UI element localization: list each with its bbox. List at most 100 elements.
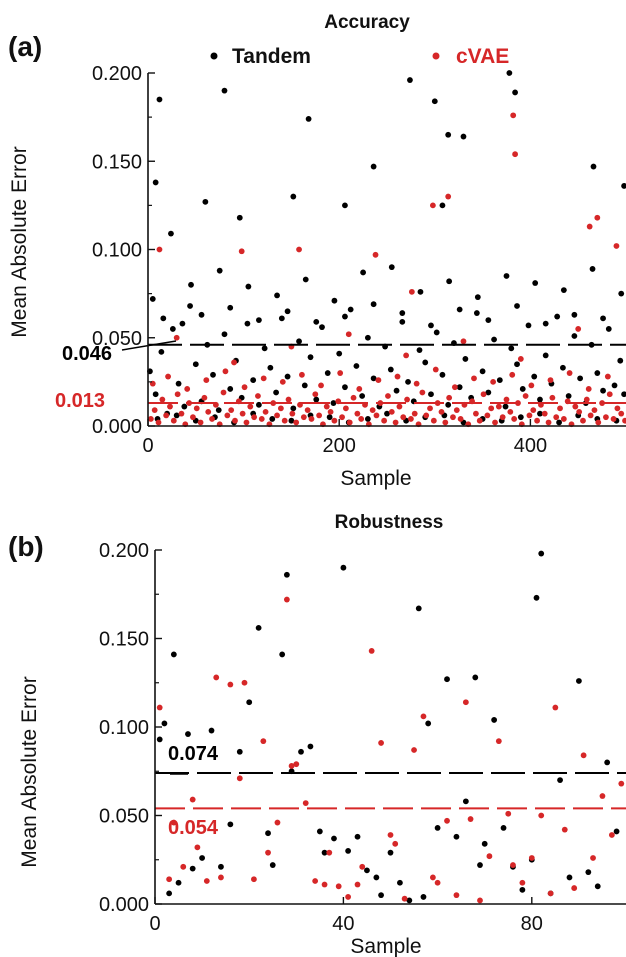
panel-b-point-cvae	[265, 849, 271, 856]
panel-b-point-tandem	[425, 720, 432, 727]
panel-a-point-tandem	[446, 278, 453, 285]
panel-b-point-tandem	[373, 874, 380, 881]
panel-a-point-tandem	[370, 163, 377, 170]
panel-a-point-cvae	[170, 417, 177, 424]
panel-a-point-tandem	[571, 333, 578, 339]
panel-b-point-cvae	[227, 681, 234, 688]
panel-a-point-tandem	[342, 384, 348, 391]
panel-b-point-cvae	[486, 853, 493, 860]
panel-a-plot: 0.046 0.013 0.000 0.050 0.100 0.150 0.200 0 200 4…	[55, 63, 626, 457]
panel-a-point-cvae	[586, 223, 593, 230]
panel-a-point-cvae	[471, 375, 477, 382]
panel-a-point-cvae	[394, 373, 401, 380]
panel-b-point-tandem	[519, 886, 526, 893]
panel-a-y-tick-label: 0.150	[92, 151, 142, 173]
panel-a-point-cvae	[453, 407, 460, 414]
panel-b-point-cvae	[519, 879, 526, 886]
panel-b-point-cvae	[321, 881, 328, 888]
panel-a-point-tandem	[417, 288, 424, 295]
panel-b-point-cvae	[571, 885, 578, 891]
panel-a-point-cvae	[511, 416, 518, 422]
panel-a-point-cvae	[488, 405, 495, 412]
panel-a-point-cvae	[281, 417, 288, 424]
panel-b-ylabel: Mean Absolute Error	[18, 676, 41, 867]
panel-b-point-tandem	[166, 890, 173, 897]
panel-a-point-tandem	[560, 287, 567, 293]
panel-a-point-cvae	[576, 408, 583, 415]
panel-a-point-tandem	[460, 133, 467, 140]
panel-a-point-cvae	[595, 419, 602, 426]
panel-a-point-tandem	[173, 412, 180, 419]
panel-a-point-cvae	[222, 368, 229, 375]
panel-a-point-cvae	[190, 414, 196, 421]
panel-a-point-cvae	[209, 416, 215, 422]
panel-b-plot: 0.074 0.054 0.000 0.050 0.100 0.150 0.200 0 40 80	[99, 540, 626, 935]
panel-a-point-cvae	[331, 417, 338, 424]
panel-b-point-tandem	[538, 550, 545, 557]
panel-a-point-tandem	[364, 416, 371, 422]
panel-a-point-tandem	[210, 371, 216, 378]
panel-a-point-tandem	[577, 375, 584, 382]
legend-cvae-label: cVAE	[456, 45, 509, 68]
panel-a-point-cvae	[606, 391, 613, 398]
panel-a-point-cvae	[201, 394, 208, 401]
panel-a-mean-label-tandem: 0.046	[62, 343, 112, 365]
panel-a-point-cvae	[495, 403, 502, 410]
panel-a-point-cvae	[205, 408, 212, 415]
panel-a-x-tick-label: 400	[514, 435, 547, 457]
legend-cvae-marker	[432, 52, 440, 60]
panel-b-y-tick-label: 0.150	[99, 629, 149, 651]
panel-b-point-tandem	[613, 828, 620, 835]
panel-a-point-cvae	[285, 396, 292, 403]
panel-a-point-cvae	[446, 394, 453, 401]
panel-a-point-cvae	[228, 407, 235, 414]
panel-b-point-cvae	[599, 793, 606, 799]
panel-b-point-tandem	[415, 605, 422, 612]
panel-b-point-cvae	[251, 876, 257, 883]
panel-b-point-tandem	[378, 892, 384, 899]
panel-a-point-cvae	[167, 403, 173, 410]
panel-a-point-tandem	[244, 320, 251, 327]
panel-a-point-tandem	[353, 363, 360, 369]
panel-b-point-tandem	[397, 879, 403, 886]
panel-a-point-cvae	[350, 394, 357, 401]
panel-b-point-cvae	[166, 876, 173, 883]
panel-a-point-tandem	[554, 313, 561, 320]
panel-a-point-tandem	[621, 391, 626, 398]
panel-b-point-cvae	[354, 881, 361, 888]
panel-a-point-cvae	[346, 419, 353, 426]
panel-b-point-tandem	[472, 674, 479, 681]
panel-a-point-tandem	[359, 393, 366, 399]
panel-a-point-tandem	[330, 400, 337, 406]
panel-b-point-tandem	[604, 759, 611, 766]
panel-a-point-tandem	[267, 364, 274, 371]
panel-b-point-cvae	[411, 747, 417, 753]
panel-a-point-cvae	[432, 366, 439, 373]
panel-a-point-tandem	[256, 317, 262, 323]
panel-a-point-cvae	[184, 386, 191, 392]
panel-a-point-tandem	[347, 306, 354, 313]
panel-a-point-cvae	[503, 396, 510, 403]
panel-a-point-cvae	[430, 417, 437, 424]
panel-a-point-cvae	[231, 359, 237, 366]
panel-a-point-tandem	[502, 403, 509, 410]
panel-b-point-tandem	[364, 867, 370, 874]
panel-a-point-tandem	[399, 310, 406, 316]
panel-a-point-cvae	[476, 417, 483, 424]
panel-a-point-cvae	[163, 412, 170, 419]
panel-a-point-tandem	[600, 315, 606, 322]
panel-a-point-cvae	[224, 412, 231, 419]
panel-a-point-tandem	[169, 326, 176, 332]
panel-a-point-cvae	[438, 408, 445, 415]
panel-b-title: Robustness	[335, 512, 444, 533]
panel-a-point-tandem	[621, 183, 626, 189]
panel-a-point-cvae	[318, 382, 324, 389]
panel-a-point-tandem	[600, 387, 606, 394]
panel-a-point-cvae	[156, 246, 163, 253]
panel-b-point-tandem	[175, 879, 182, 886]
panel-b-y-tick-label: 0.000	[99, 894, 149, 916]
panel-a-point-cvae	[613, 243, 620, 249]
panel-a-point-cvae	[381, 417, 388, 424]
panel-a-point-tandem	[473, 310, 480, 316]
panel-a-point-cvae	[473, 410, 479, 417]
